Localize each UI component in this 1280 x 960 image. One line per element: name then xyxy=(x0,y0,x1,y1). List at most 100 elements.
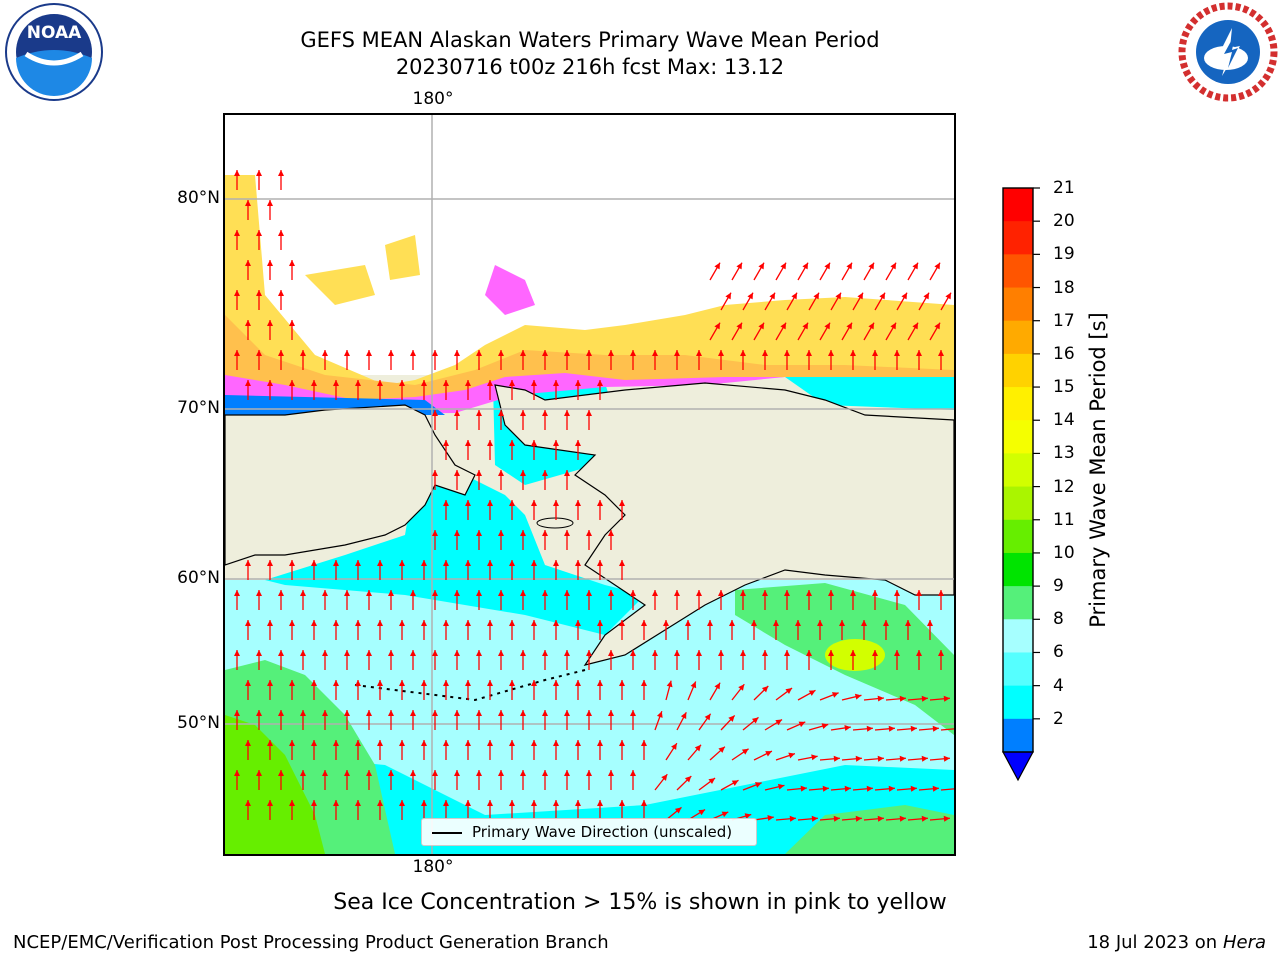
wave-arrow-head xyxy=(476,710,482,716)
map-title: GEFS MEAN Alaskan Waters Primary Wave Me… xyxy=(300,28,880,52)
wave-arrow-head xyxy=(443,680,449,686)
wave-arrow-head xyxy=(465,560,471,566)
wave-arrow-head xyxy=(696,350,702,356)
wave-arrow-head xyxy=(883,620,889,626)
wave-arrow-head xyxy=(256,230,262,236)
wave-arrow-head xyxy=(344,710,350,716)
wave-arrow-head xyxy=(245,380,251,386)
wave-arrow-head xyxy=(355,560,361,566)
colorbar-segment xyxy=(1003,387,1033,421)
wave-arrow-head xyxy=(731,780,739,786)
wave-arrow-head xyxy=(921,755,928,762)
wave-arrow-head xyxy=(916,350,922,356)
wave-arrow-head xyxy=(641,680,647,686)
wave-arrow-head xyxy=(564,470,570,476)
colorbar-segment xyxy=(1003,685,1033,720)
wave-arrow-head xyxy=(894,650,900,656)
wave-arrow-head xyxy=(377,680,383,686)
wave-arrow-head xyxy=(234,350,240,356)
wave-arrow-head xyxy=(575,560,581,566)
wave-arrow-head xyxy=(916,590,922,596)
wave-arrow-head xyxy=(245,620,251,626)
wave-arrow-head xyxy=(663,620,669,626)
wave-arrow-head xyxy=(872,350,878,356)
wave-arrow-head xyxy=(857,292,863,300)
wave-arrow-head xyxy=(234,590,240,596)
wave-arrow-head xyxy=(245,320,251,326)
wave-arrow-head xyxy=(740,350,746,356)
ice-floe-3 xyxy=(485,265,535,315)
wave-arrow-head xyxy=(861,620,867,626)
wave-arrow-head xyxy=(333,680,339,686)
wave-arrow-head xyxy=(844,785,851,792)
wave-arrow-head xyxy=(751,620,757,626)
colorbar-tick-label: 10 xyxy=(1053,542,1075,563)
wave-arrow-head xyxy=(377,560,383,566)
sea-ice-footnote: Sea Ice Concentration > 15% is shown in … xyxy=(333,890,947,915)
land-siberia xyxy=(225,404,476,566)
wave-arrow-head xyxy=(432,710,438,716)
wave-arrow-head xyxy=(520,530,526,536)
wave-arrow-head xyxy=(833,755,840,762)
colorbar-segment xyxy=(1003,486,1033,521)
wave-arrow-head xyxy=(736,262,742,270)
wave-arrow-head xyxy=(728,715,735,722)
wave-arrow-head xyxy=(751,717,759,724)
wave-arrow-head xyxy=(553,740,559,746)
wave-arrow-head xyxy=(696,590,702,596)
wave-arrow-head xyxy=(531,500,537,506)
wave-arrow-head xyxy=(714,262,720,270)
lat-label-50n: 50°N xyxy=(177,713,220,733)
ocean-cyan-zone xyxy=(225,755,954,854)
wave-arrow-head xyxy=(938,350,944,356)
wave-arrow-head xyxy=(854,693,862,700)
wave-arrow-head xyxy=(289,680,295,686)
colorbar-label: Primary Wave Mean Period [s] xyxy=(1086,312,1110,628)
wave-arrow-head xyxy=(509,740,515,746)
colorbar-segment xyxy=(1003,519,1033,554)
wave-arrow-head xyxy=(245,560,251,566)
wave-arrow-head xyxy=(927,620,933,626)
wave-arrow-head xyxy=(553,380,559,386)
wave-arrow-head xyxy=(630,650,636,656)
wave-arrow-head xyxy=(754,782,762,788)
lat-label-60n: 60°N xyxy=(177,568,220,588)
wave-arrow-head xyxy=(680,712,687,719)
wave-arrow-head xyxy=(564,410,570,416)
wave-arrow-head xyxy=(234,170,240,176)
wave-arrow-head xyxy=(910,725,917,732)
wave-arrow-head xyxy=(509,380,515,386)
wave-arrow xyxy=(940,788,954,791)
legend-label: Primary Wave Direction (unscaled) xyxy=(472,823,733,841)
wave-arrow-head xyxy=(311,800,317,806)
wave-arrow-head xyxy=(708,778,716,785)
wave-arrow-head xyxy=(575,740,581,746)
wave-arrow-head xyxy=(366,650,372,656)
wave-arrow-head xyxy=(802,262,808,270)
ice-floe-2 xyxy=(385,235,420,280)
wave-arrow-head xyxy=(721,811,729,818)
wave-arrow-head xyxy=(432,530,438,536)
wave-arrow-head xyxy=(630,590,636,596)
st-lawrence-island xyxy=(536,517,574,529)
map-legend: Primary Wave Direction (unscaled) xyxy=(421,818,757,846)
wave-arrow-head xyxy=(256,650,262,656)
wave-arrow-head xyxy=(322,710,328,716)
wave-arrow-head xyxy=(736,322,742,330)
wave-arrow-head xyxy=(619,620,625,626)
colorbar-tick-label: 8 xyxy=(1053,609,1064,630)
wave-arrow-head xyxy=(806,590,812,596)
wave-arrow-head xyxy=(509,560,515,566)
wave-arrow-head xyxy=(267,740,273,746)
wave-arrow-head xyxy=(234,230,240,236)
wave-arrow-head xyxy=(773,620,779,626)
wave-arrow-head xyxy=(806,650,812,656)
wave-arrow-head xyxy=(454,650,460,656)
wave-arrow-head xyxy=(619,680,625,686)
wave-arrow-head xyxy=(652,590,658,596)
wave-arrow-head xyxy=(531,800,537,806)
wave-arrow-head xyxy=(725,292,731,300)
wave-arrow-head xyxy=(877,755,884,762)
wave-arrow-head xyxy=(608,650,614,656)
wave-arrow-head xyxy=(872,590,878,596)
